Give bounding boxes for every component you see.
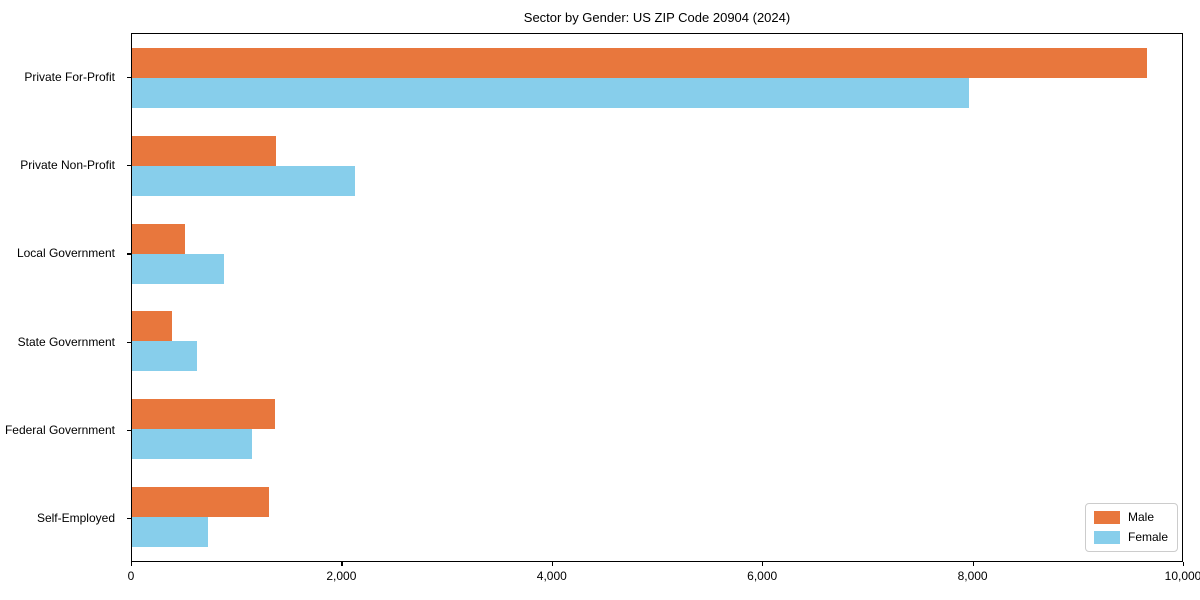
bar-female-private-for-profit	[132, 77, 969, 108]
chart-title: Sector by Gender: US ZIP Code 20904 (202…	[523, 10, 791, 25]
y-axis-label-self-employed: Self-Employed	[36, 510, 115, 525]
bar-group-state-government	[132, 297, 1182, 385]
bar-group-private-for-profit	[132, 34, 1182, 122]
bar-female-self-employed	[132, 517, 208, 548]
y-tick-private-non-profit	[127, 165, 131, 167]
bar-group-local-government	[132, 210, 1182, 298]
y-tick-private-for-profit	[127, 77, 131, 79]
legend-item-female: Female	[1093, 530, 1168, 544]
bar-group-federal-government	[132, 385, 1182, 473]
bar-male-local-government	[132, 223, 185, 254]
y-axis-label-federal-government: Federal Government	[4, 422, 115, 437]
bar-female-local-government	[132, 253, 225, 284]
bar-group-self-employed	[132, 473, 1182, 561]
bar-female-private-non-profit	[132, 165, 355, 196]
x-tick-label-0: 0	[127, 569, 135, 583]
x-tick-label-2000: 2,000	[326, 569, 357, 583]
y-tick-state-government	[127, 341, 131, 343]
legend: Male Female	[1084, 503, 1178, 552]
bar-male-state-government	[132, 311, 172, 342]
legend-swatch-male-icon	[1093, 511, 1120, 524]
legend-swatch-female-icon	[1093, 531, 1120, 544]
x-tick-label-8000: 8,000	[957, 569, 988, 583]
y-tick-local-government	[127, 253, 131, 255]
y-tick-self-employed	[127, 517, 131, 520]
bar-male-private-non-profit	[132, 135, 276, 166]
bar-male-private-for-profit	[132, 47, 1148, 78]
x-tick-label-6000: 6,000	[747, 569, 778, 583]
legend-item-male: Male	[1093, 510, 1168, 524]
x-tick-10000	[1183, 562, 1185, 566]
bar-rows	[132, 34, 1182, 561]
plot-area: Male Female	[131, 33, 1183, 562]
legend-label-male: Male	[1127, 510, 1154, 524]
y-axis-label-local-government: Local Government	[16, 246, 115, 261]
x-tick-6000	[762, 562, 764, 566]
y-axis-labels: Private For-Profit Private Non-Profit Loca…	[0, 33, 124, 562]
x-tick-label-4000: 4,000	[536, 569, 567, 583]
bar-female-state-government	[132, 341, 198, 372]
legend-label-female: Female	[1127, 530, 1168, 544]
x-tick-2000	[341, 562, 343, 566]
x-tick-4000	[551, 562, 553, 566]
y-axis-label-private-non-profit: Private Non-Profit	[20, 158, 115, 173]
bar-male-self-employed	[132, 487, 269, 518]
y-axis-label-state-government: State Government	[17, 334, 115, 349]
x-tick-8000	[972, 562, 974, 566]
x-tick-label-10000: 10,000	[1164, 569, 1200, 583]
bar-female-federal-government	[132, 429, 252, 460]
bar-group-private-non-profit	[132, 122, 1182, 210]
x-tick-0	[131, 562, 133, 566]
bar-male-federal-government	[132, 399, 275, 430]
y-tick-federal-government	[127, 429, 131, 431]
y-axis-label-private-for-profit: Private For-Profit	[24, 70, 115, 85]
